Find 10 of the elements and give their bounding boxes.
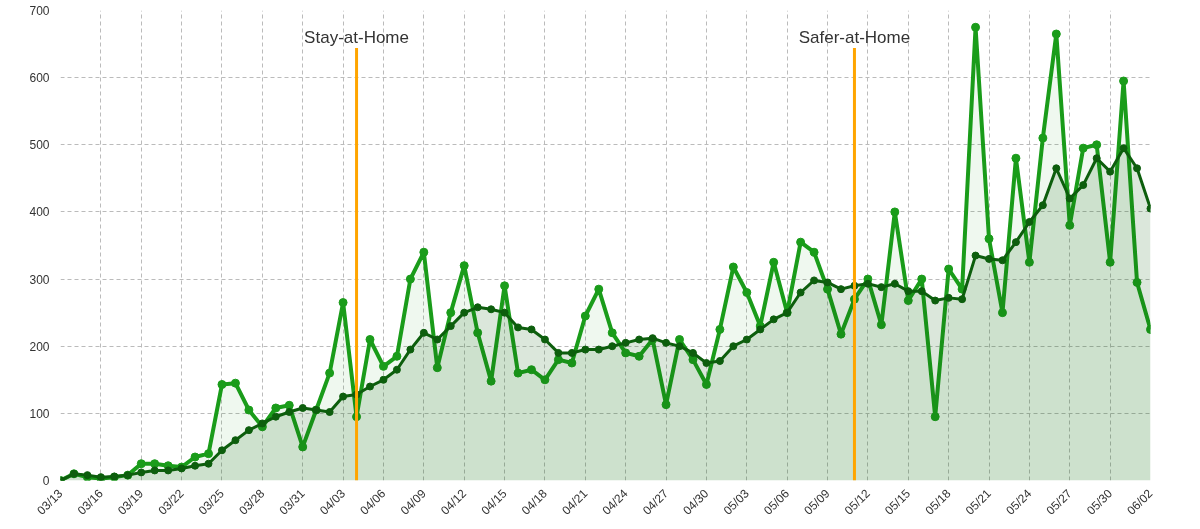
y-tick-label: 400 <box>29 205 50 220</box>
ref-line-label: Stay-at-Home <box>304 27 409 47</box>
y-tick-label: 100 <box>29 406 50 421</box>
y-tick-label: 300 <box>29 272 50 287</box>
y-tick-label: 200 <box>29 339 50 354</box>
y-tick-label: 0 <box>42 474 50 488</box>
y-tick-label: 700 <box>29 4 50 18</box>
ref-line-label: Safer-at-Home <box>798 27 911 47</box>
y-tick-label: 500 <box>29 138 50 153</box>
y-tick-label: 600 <box>29 71 50 86</box>
